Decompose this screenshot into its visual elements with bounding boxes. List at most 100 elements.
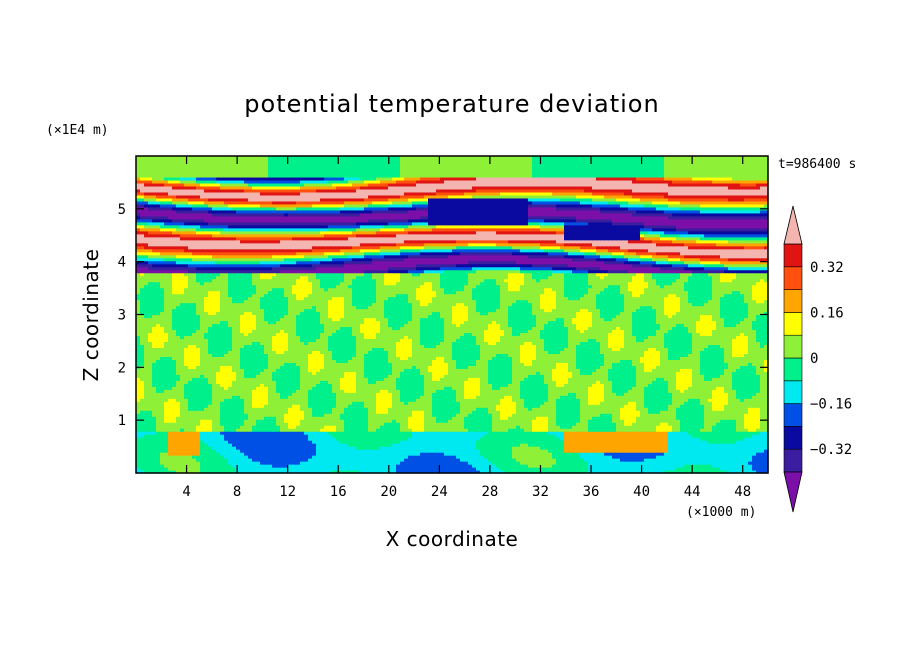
contour-cell (276, 380, 281, 384)
contour-cell (264, 419, 269, 423)
contour-cell (152, 425, 157, 429)
contour-cell (596, 455, 601, 459)
contour-cell (680, 437, 685, 441)
contour-cell (724, 386, 729, 390)
contour-cell (752, 452, 757, 456)
contour-cell (528, 419, 533, 423)
contour-cell (160, 377, 165, 381)
contour-cell (380, 464, 385, 468)
contour-cell (676, 398, 681, 402)
contour-cell (540, 410, 545, 414)
contour-cell (140, 434, 145, 438)
contour-cell (600, 428, 605, 432)
contour-cell (480, 437, 485, 441)
contour-cell (464, 401, 469, 405)
contour-cell (616, 458, 621, 462)
contour-cell (588, 452, 593, 456)
contour-cell (172, 404, 177, 408)
contour-cell (608, 452, 613, 456)
contour-cell (744, 443, 749, 447)
contour-cell (464, 386, 469, 390)
contour-cell (416, 470, 421, 474)
contour-cell (572, 446, 577, 450)
contour-cell (560, 470, 565, 474)
contour-cell (616, 416, 621, 420)
contour-cell (224, 389, 229, 393)
contour-cell (248, 443, 253, 447)
contour-cell (352, 416, 357, 420)
contour-cell (488, 443, 493, 447)
contour-cell (420, 458, 425, 462)
contour-cell (536, 398, 541, 402)
contour-cell (136, 401, 141, 405)
contour-cell (424, 398, 429, 402)
contour-cell (656, 440, 661, 444)
contour-cell (400, 446, 405, 450)
contour-cell (484, 467, 489, 471)
contour-cell (660, 407, 665, 411)
contour-cell (160, 428, 165, 432)
contour-cell (556, 389, 561, 393)
contour-cell (444, 440, 449, 444)
contour-cell (380, 413, 385, 417)
contour-cell (596, 425, 601, 429)
contour-cell (292, 395, 297, 399)
contour-cell (736, 452, 741, 456)
contour-cell (548, 461, 553, 465)
contour-cell (724, 422, 729, 426)
contour-cell (292, 431, 297, 435)
contour-cell (136, 467, 141, 471)
contour-cell (356, 392, 361, 396)
contour-cell (676, 434, 681, 438)
contour-cell (328, 470, 333, 474)
contour-cell (524, 437, 529, 441)
contour-cell (400, 437, 405, 441)
contour-cell (188, 425, 193, 429)
contour-cell (664, 431, 669, 435)
contour-cell (696, 413, 701, 417)
contour-cell (504, 461, 509, 465)
contour-cell (648, 410, 653, 414)
contour-cell (472, 389, 477, 393)
contour-cell (648, 467, 653, 471)
contour-cell (460, 383, 465, 387)
contour-cell (740, 398, 745, 402)
contour-cell (352, 383, 357, 387)
contour-cell (152, 377, 157, 381)
contour-cell (728, 413, 733, 417)
contour-cell (492, 440, 497, 444)
contour-cell (220, 404, 225, 408)
contour-cell (760, 404, 765, 408)
contour-cell (624, 437, 629, 441)
contour-cell (372, 443, 377, 447)
contour-cell (708, 389, 713, 393)
contour-cell (252, 419, 257, 423)
contour-cell (224, 443, 229, 447)
contour-cell (388, 425, 393, 429)
contour-cell (212, 443, 217, 447)
contour-cell (480, 407, 485, 411)
contour-cell (468, 395, 473, 399)
contour-cell (508, 416, 513, 420)
contour-cell (304, 386, 309, 390)
contour-cell (728, 422, 733, 426)
contour-cell (464, 416, 469, 420)
contour-cell (644, 422, 649, 426)
contour-cell (540, 413, 545, 417)
contour-cell (188, 383, 193, 387)
contour-cell (432, 401, 437, 405)
contour-cell (528, 470, 533, 474)
contour-cell (628, 431, 633, 435)
contour-cell (484, 458, 489, 462)
contour-cell (716, 449, 721, 453)
contour-cell (468, 443, 473, 447)
contour-cell (268, 446, 273, 450)
contour-cell (528, 398, 533, 402)
contour-cell (524, 392, 529, 396)
contour-cell (604, 440, 609, 444)
contour-cell (208, 464, 213, 468)
contour-cell (712, 380, 717, 384)
contour-cell (324, 395, 329, 399)
contour-cell (320, 377, 325, 381)
contour-cell (696, 458, 701, 462)
